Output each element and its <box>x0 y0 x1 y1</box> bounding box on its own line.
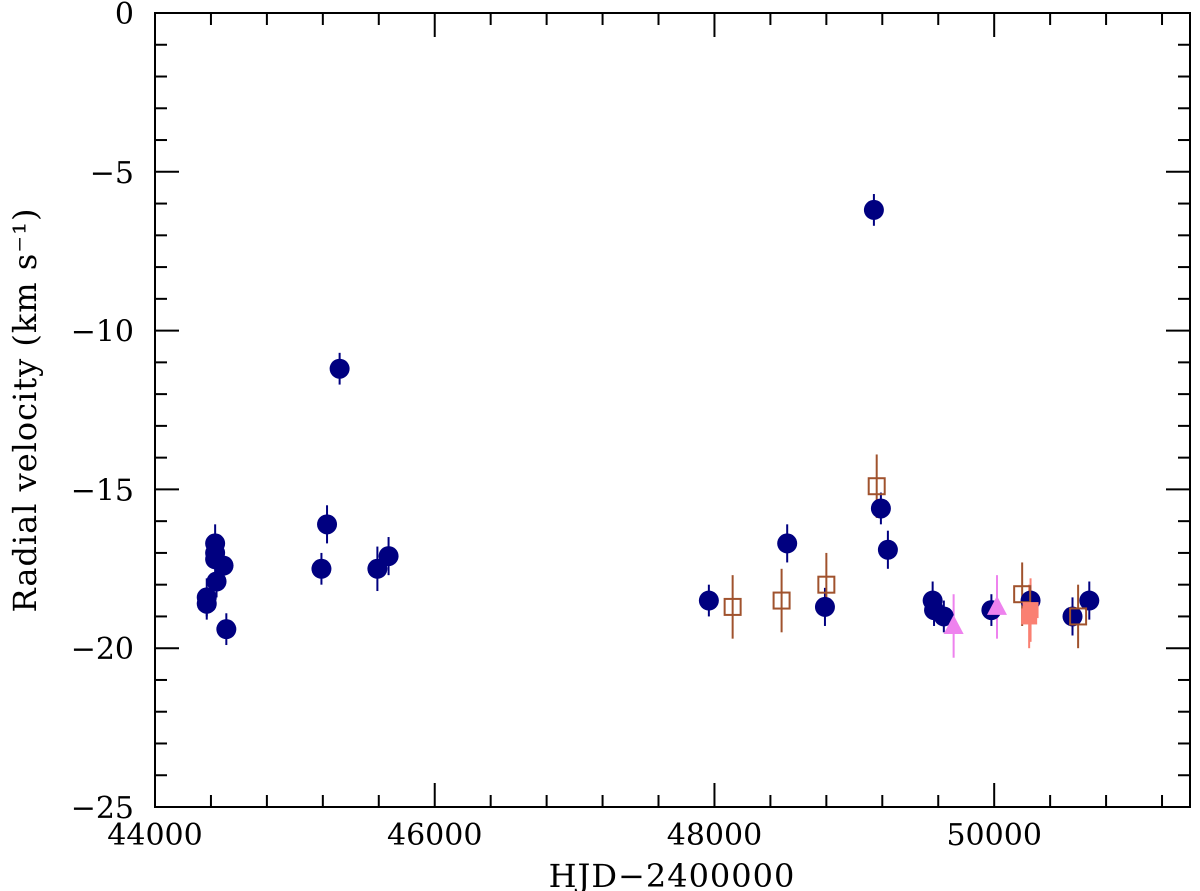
data-point-triangle <box>986 595 1007 615</box>
data-point-circle <box>206 571 227 592</box>
data-point-circle <box>933 606 954 627</box>
x-tick-label: 46000 <box>387 818 482 853</box>
data-point-circle <box>1079 590 1100 611</box>
y-tick-label: −5 <box>90 156 134 191</box>
y-tick-label: −15 <box>71 473 134 508</box>
data-point-filled-square <box>1022 602 1039 619</box>
data-point-circle <box>329 358 350 379</box>
error-bars <box>205 194 1091 658</box>
minor-ticks <box>155 13 1190 807</box>
data-point-triangle <box>943 614 964 634</box>
y-tick-label: −10 <box>71 315 134 350</box>
data-point-open-square <box>867 477 886 496</box>
data-point-open-square <box>1069 607 1088 626</box>
data-point-circle <box>378 546 399 567</box>
data-point-circle <box>317 514 338 535</box>
data-point-open-square <box>1013 585 1032 604</box>
data-point-circle <box>698 590 719 611</box>
plot-frame <box>154 12 1191 808</box>
y-tick-label: −25 <box>71 791 134 826</box>
data-point-circle <box>870 498 891 519</box>
data-point-circle <box>213 555 234 576</box>
data-point-circle <box>863 199 884 220</box>
x-tick-label: 50000 <box>946 818 1041 853</box>
data-point-circle <box>877 539 898 560</box>
y-axis-title: Radial velocity (km s⁻¹) <box>6 208 44 613</box>
data-point-circle <box>216 619 237 640</box>
data-point-circle <box>777 533 798 554</box>
y-tick-label: −20 <box>71 632 134 667</box>
x-tick-label: 48000 <box>667 818 762 853</box>
data-point-circle <box>311 558 332 579</box>
data-point-open-square <box>772 591 791 610</box>
y-tick-labels: 0 −5 −10 −15 −20 −25 <box>71 0 134 826</box>
data-point-circle <box>1062 606 1083 627</box>
x-tick-labels: 44000 46000 48000 50000 <box>107 818 1042 853</box>
y-tick-label: 0 <box>115 0 134 32</box>
x-tick-label: 44000 <box>107 818 202 853</box>
major-ticks <box>154 12 1190 808</box>
x-axis-title: HJD−2400000 <box>549 857 796 891</box>
data-point-circle <box>814 596 835 617</box>
data-markers <box>196 199 1100 640</box>
data-point-open-square <box>817 575 836 594</box>
data-point-circle <box>196 593 217 614</box>
data-point-open-square <box>723 597 742 616</box>
